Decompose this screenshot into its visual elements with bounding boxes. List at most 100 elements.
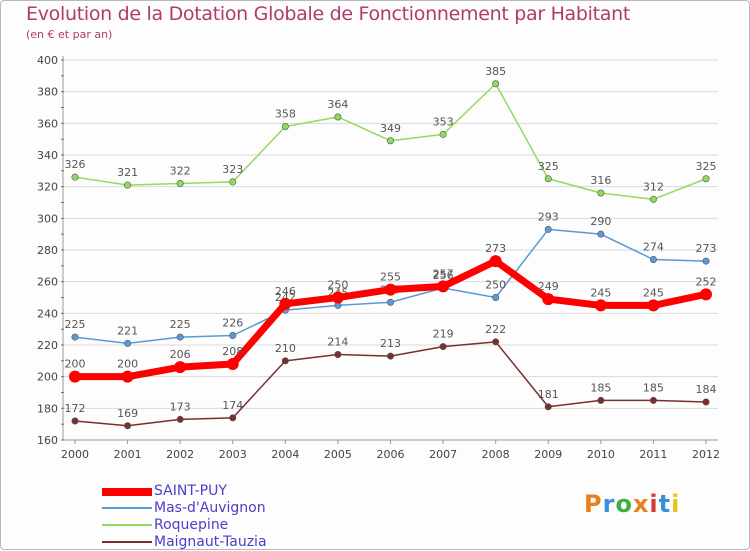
data-point: [281, 123, 289, 131]
data-point: [492, 338, 500, 346]
data-point: [544, 175, 552, 183]
legend-swatch-maignaut-tauzia: [102, 541, 152, 543]
data-point: [597, 230, 605, 238]
data-point: [69, 370, 81, 383]
data-label: 225: [65, 318, 86, 331]
data-point: [702, 175, 710, 183]
data-point: [597, 396, 605, 404]
y-tick-label: 380: [37, 86, 58, 99]
data-point: [700, 288, 712, 301]
x-tick-label: 2008: [482, 448, 510, 461]
data-label: 364: [327, 98, 348, 111]
data-point: [439, 343, 447, 351]
data-point: [544, 403, 552, 411]
data-label: 353: [433, 115, 454, 128]
logo-letter: i: [649, 490, 659, 518]
data-label: 325: [696, 160, 717, 173]
logo-letter: i: [671, 490, 681, 518]
data-label: 210: [275, 342, 296, 355]
data-point: [542, 293, 555, 306]
data-label: 245: [643, 286, 664, 299]
data-point: [71, 333, 79, 341]
data-point: [386, 298, 394, 306]
data-label: 249: [538, 280, 559, 293]
data-label: 184: [696, 383, 717, 396]
data-point: [649, 195, 657, 203]
data-point: [386, 137, 394, 145]
data-label: 222: [485, 323, 506, 336]
x-tick-label: 2012: [692, 448, 720, 461]
y-tick-label: 300: [37, 212, 58, 225]
data-point: [331, 291, 344, 304]
data-label: 169: [117, 407, 138, 420]
x-tick-label: 2009: [534, 448, 562, 461]
y-tick-label: 180: [37, 402, 58, 415]
data-point: [544, 225, 552, 233]
logo-letter: x: [632, 490, 650, 518]
data-point: [229, 178, 237, 186]
data-point: [492, 293, 500, 301]
data-point: [649, 396, 657, 404]
data-point: [597, 189, 605, 197]
data-label: 214: [327, 336, 348, 349]
data-point: [649, 255, 657, 263]
legend-label: Roquepine: [154, 517, 229, 533]
legend-swatch-saint-puy: [102, 488, 152, 496]
data-label: 293: [538, 210, 559, 223]
data-point: [334, 113, 342, 121]
logo-letter: P: [584, 490, 603, 518]
data-label: 274: [643, 241, 664, 254]
data-label: 250: [485, 279, 506, 292]
data-point: [174, 361, 187, 374]
data-label: 358: [275, 108, 296, 121]
x-tick-label: 2010: [587, 448, 615, 461]
y-tick-label: 320: [37, 181, 58, 194]
data-label: 255: [380, 271, 401, 284]
data-label: 322: [170, 165, 191, 178]
y-tick-label: 240: [37, 307, 58, 320]
x-tick-label: 2006: [377, 448, 405, 461]
data-point: [594, 299, 607, 312]
data-label: 326: [65, 158, 86, 171]
legend-label: Mas-d'Auvignon: [154, 500, 266, 516]
logo-letter: o: [615, 490, 633, 518]
data-label: 273: [485, 242, 506, 255]
x-tick-label: 2003: [219, 448, 247, 461]
data-label: 185: [590, 381, 611, 394]
data-point: [489, 255, 502, 268]
y-tick-label: 200: [37, 371, 58, 384]
y-tick-label: 360: [37, 117, 58, 130]
data-label: 316: [590, 174, 611, 187]
data-label: 323: [222, 163, 243, 176]
data-label: 225: [170, 318, 191, 331]
data-point: [386, 352, 394, 360]
data-point: [439, 130, 447, 138]
data-point: [229, 331, 237, 339]
data-point: [176, 180, 184, 188]
data-point: [384, 283, 397, 296]
data-label: 200: [65, 358, 86, 371]
data-label: 208: [222, 345, 243, 358]
data-label: 200: [117, 358, 138, 371]
legend-label: SAINT-PUY: [154, 483, 227, 499]
data-label: 273: [696, 242, 717, 255]
data-point: [334, 350, 342, 358]
x-tick-label: 2001: [114, 448, 142, 461]
data-label: 245: [590, 286, 611, 299]
logo-letter: t: [658, 490, 672, 518]
data-point: [124, 422, 132, 430]
chart-subtitle: (en € et par an): [26, 28, 113, 41]
data-point: [226, 358, 239, 370]
data-label: 221: [117, 324, 138, 337]
chart-title: Evolution de la Dotation Globale de Fonc…: [26, 3, 631, 25]
x-tick-label: 2004: [271, 448, 299, 461]
data-point: [702, 257, 710, 265]
data-label: 257: [433, 267, 454, 280]
legend-label: Maignaut-Tauzia: [154, 534, 267, 550]
data-label: 256: [433, 269, 454, 282]
data-label: 174: [222, 399, 243, 412]
data-label: 213: [380, 337, 401, 350]
data-label: 185: [643, 381, 664, 394]
data-label: 325: [538, 160, 559, 173]
x-tick-label: 2000: [61, 448, 89, 461]
